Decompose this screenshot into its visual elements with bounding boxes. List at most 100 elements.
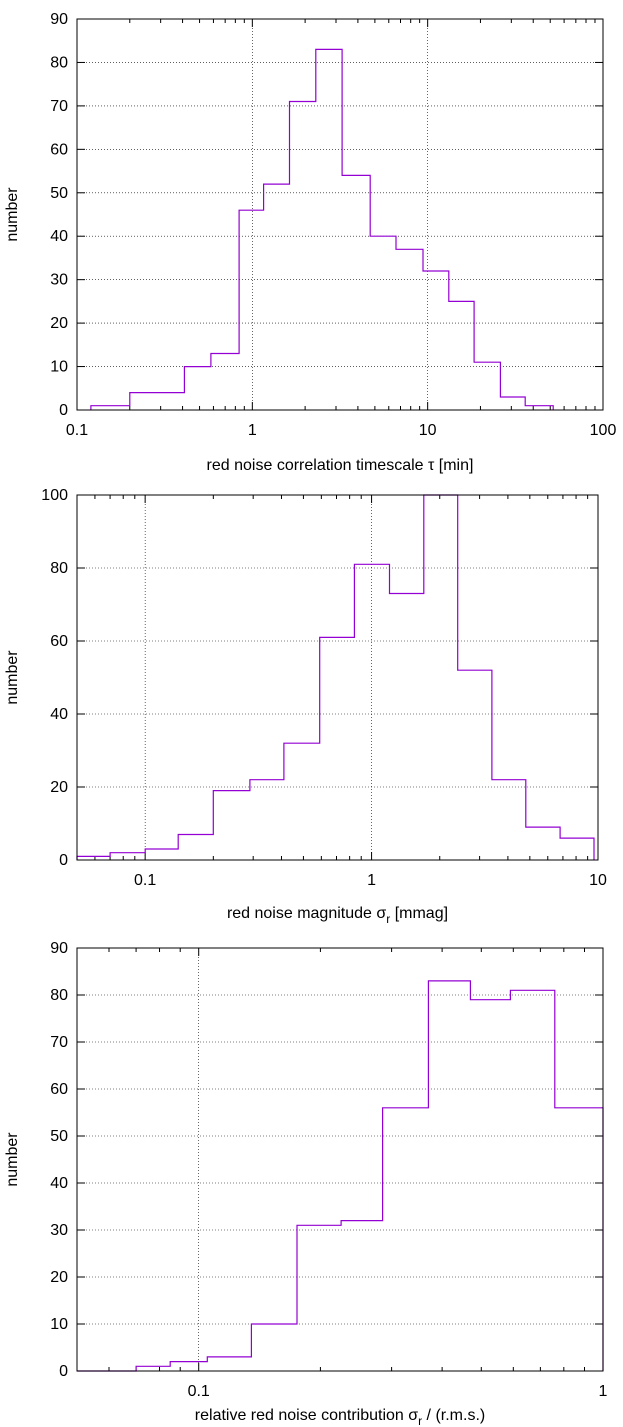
y-tick-label: 50 bbox=[50, 185, 68, 202]
histogram-bar bbox=[370, 236, 396, 410]
x-axis-label-subscript: r bbox=[418, 1414, 422, 1427]
x-axis-label-symbol: τ bbox=[428, 457, 435, 474]
y-tick-label: 60 bbox=[50, 141, 68, 158]
histogram-bar bbox=[428, 981, 470, 1371]
histogram-bar bbox=[396, 249, 423, 410]
histogram-bar bbox=[424, 495, 458, 860]
y-tick-label: 60 bbox=[50, 1081, 68, 1098]
x-tick-label: 100 bbox=[590, 422, 617, 439]
y-tick-label: 30 bbox=[50, 272, 68, 289]
panel-magnitude: 0 20 40 60 80 100 0.1 1 10 number red noise magnit… bbox=[4, 487, 607, 926]
y-tick-label: 100 bbox=[41, 487, 68, 504]
plot-frame bbox=[76, 494, 599, 861]
histogram-bar bbox=[555, 1108, 603, 1371]
x-tick-label: 0.1 bbox=[188, 1383, 210, 1400]
y-tick-label: 40 bbox=[50, 706, 68, 723]
histogram-series bbox=[90, 48, 554, 410]
histogram-bar bbox=[354, 564, 389, 860]
histogram-bar bbox=[320, 637, 355, 860]
histogram-bar bbox=[77, 856, 110, 860]
histogram-bar bbox=[250, 780, 284, 860]
x-tick-label: 1 bbox=[599, 1383, 608, 1400]
histogram-bar bbox=[474, 362, 500, 410]
x-axis-label-main: relative red noise contribution bbox=[195, 1407, 408, 1424]
x-axis-label: red noise correlation timescale τ [min] bbox=[207, 457, 474, 474]
y-tick-label: 80 bbox=[50, 987, 68, 1004]
histogram-bar bbox=[492, 780, 526, 860]
y-tick-label: 20 bbox=[50, 779, 68, 796]
histogram-bar bbox=[341, 1221, 383, 1371]
x-axis-label-main: red noise correlation timescale bbox=[207, 457, 428, 474]
y-tick-label: 90 bbox=[50, 11, 68, 28]
x-axis-label-tail: / (r.m.s.) bbox=[422, 1407, 485, 1424]
histogram-bar bbox=[423, 271, 449, 410]
histogram-bar bbox=[211, 354, 239, 410]
histogram-bar bbox=[284, 743, 320, 860]
y-tick-label: 50 bbox=[50, 1128, 68, 1145]
x-tick-label: 0.1 bbox=[134, 872, 156, 889]
histogram-bar bbox=[510, 990, 554, 1371]
plot-frame bbox=[76, 947, 604, 1372]
histogram-bar bbox=[136, 1366, 170, 1371]
histogram-series bbox=[76, 494, 595, 860]
panel-relative-contribution: 0 10 20 30 40 50 60 70 80 90 0.1 1 number relative re… bbox=[4, 940, 608, 1427]
x-axis-label: relative red noise contribution σr / (r.… bbox=[195, 1407, 485, 1427]
y-tick-label: 10 bbox=[50, 1316, 68, 1333]
y-tick-label: 20 bbox=[50, 315, 68, 332]
y-tick-label: 0 bbox=[59, 852, 68, 869]
histogram-bar bbox=[297, 1225, 341, 1371]
y-axis-label: number bbox=[4, 187, 21, 242]
x-tick-label: 1 bbox=[367, 872, 376, 889]
x-axis-label-symbol: σ bbox=[408, 1407, 418, 1424]
histogram-bar bbox=[110, 853, 145, 860]
histogram-bar bbox=[184, 367, 210, 410]
histogram-bar bbox=[449, 301, 474, 410]
y-tick-label: 60 bbox=[50, 633, 68, 650]
x-tick-label: 0.1 bbox=[66, 422, 88, 439]
histogram-bar bbox=[290, 102, 316, 410]
x-axis-label-subscript: r bbox=[386, 912, 390, 926]
histogram-bar bbox=[342, 175, 370, 410]
x-axis-label-main: red noise magnitude bbox=[227, 905, 376, 922]
histogram-bar bbox=[130, 393, 185, 410]
histogram-bar bbox=[560, 838, 594, 860]
histogram-bar bbox=[170, 1362, 207, 1371]
x-axis-label-tail: [mmag] bbox=[390, 905, 448, 922]
histogram-bar bbox=[390, 594, 424, 860]
x-axis-label: red noise magnitude σr [mmag] bbox=[227, 905, 448, 926]
histogram-bar bbox=[470, 1000, 510, 1371]
histogram-bar bbox=[264, 184, 290, 410]
histogram-bar bbox=[178, 834, 213, 860]
panel-timescale: 0 10 20 30 40 50 60 70 80 90 0.1 1 10 100 number red no… bbox=[4, 11, 616, 474]
y-tick-label: 70 bbox=[50, 1034, 68, 1051]
histogram-bar bbox=[91, 406, 130, 410]
x-tick-label: 10 bbox=[419, 422, 437, 439]
histogram-bar bbox=[213, 791, 250, 860]
y-axis-label: number bbox=[4, 650, 21, 705]
histogram-bar bbox=[251, 1324, 297, 1371]
x-tick-label: 10 bbox=[589, 872, 607, 889]
histogram-bar bbox=[525, 406, 553, 410]
histogram-bar bbox=[239, 210, 264, 410]
histogram-bar bbox=[458, 670, 492, 860]
y-tick-label: 40 bbox=[50, 228, 68, 245]
y-axis-label: number bbox=[4, 1132, 21, 1187]
x-axis-label-tail: [min] bbox=[434, 457, 473, 474]
y-tick-label: 0 bbox=[59, 402, 68, 419]
x-axis-label-symbol: σ bbox=[376, 905, 386, 922]
y-tick-label: 70 bbox=[50, 98, 68, 115]
histogram-bar bbox=[145, 849, 178, 860]
y-tick-label: 30 bbox=[50, 1222, 68, 1239]
histogram-bar bbox=[383, 1108, 429, 1371]
y-tick-label: 90 bbox=[50, 940, 68, 957]
plot-frame bbox=[76, 18, 604, 411]
y-tick-label: 80 bbox=[50, 560, 68, 577]
y-tick-label: 10 bbox=[50, 359, 68, 376]
y-tick-label: 0 bbox=[59, 1363, 68, 1380]
y-tick-label: 80 bbox=[50, 54, 68, 71]
x-tick-label: 1 bbox=[248, 422, 257, 439]
y-tick-label: 40 bbox=[50, 1175, 68, 1192]
histogram-bar bbox=[207, 1357, 251, 1371]
histogram-bar bbox=[526, 827, 560, 860]
